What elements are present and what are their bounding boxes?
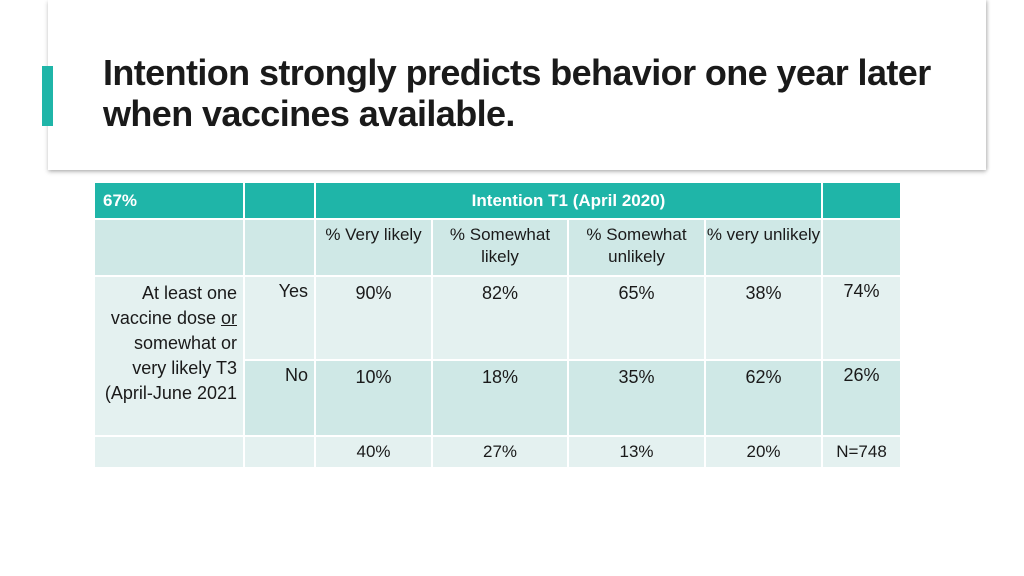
- corner-percent: 67%: [93, 181, 245, 220]
- footer-empty-cell: [93, 435, 245, 469]
- cell-yes-somewhat-likely: 82%: [431, 275, 569, 361]
- intention-header: Intention T1 (April 2020): [314, 181, 823, 220]
- intention-behavior-table: 67% Intention T1 (April 2020) % Very lik…: [93, 181, 902, 469]
- col-header-very-likely: % Very likely: [314, 218, 433, 277]
- slide-title: Intention strongly predicts behavior one…: [103, 52, 931, 134]
- row-total-no: 26%: [821, 359, 902, 437]
- table-header-row: 67% Intention T1 (April 2020): [93, 181, 902, 220]
- cell-yes-very-likely: 90%: [314, 275, 433, 361]
- header-empty-cell: [821, 181, 902, 220]
- outcome-row-label: At least one vaccine dose or somewhat or…: [93, 275, 245, 437]
- subheader-empty-cell: [243, 218, 316, 277]
- col-header-somewhat-unlikely: % Somewhat unlikely: [567, 218, 706, 277]
- column-header-row: % Very likely % Somewhat likely % Somewh…: [93, 218, 902, 277]
- total-very-unlikely: 20%: [704, 435, 823, 469]
- subheader-empty-cell: [93, 218, 245, 277]
- row-label-yes: Yes: [243, 275, 316, 361]
- cell-yes-very-unlikely: 38%: [704, 275, 823, 361]
- cell-no-very-unlikely: 62%: [704, 359, 823, 437]
- cell-yes-somewhat-unlikely: 65%: [567, 275, 706, 361]
- accent-bar: [42, 66, 53, 126]
- col-header-somewhat-likely: % Somewhat likely: [431, 218, 569, 277]
- cell-no-very-likely: 10%: [314, 359, 433, 437]
- row-label-no: No: [243, 359, 316, 437]
- table-row-yes: At least one vaccine dose or somewhat or…: [93, 275, 902, 437]
- total-somewhat-unlikely: 13%: [567, 435, 706, 469]
- total-very-likely: 40%: [314, 435, 433, 469]
- col-header-very-unlikely: % very unlikely: [704, 218, 823, 277]
- subheader-empty-cell: [821, 218, 902, 277]
- sample-size: N=748: [821, 435, 902, 469]
- footer-empty-cell: [243, 435, 316, 469]
- header-empty-cell: [243, 181, 316, 220]
- title-card: [48, 0, 986, 170]
- table-row-no: No 10% 18% 35% 62% 26%: [94, 359, 902, 437]
- total-somewhat-likely: 27%: [431, 435, 569, 469]
- row-total-yes: 74%: [821, 275, 902, 361]
- column-totals-row: 40% 27% 13% 20% N=748: [93, 435, 902, 469]
- cell-no-somewhat-unlikely: 35%: [567, 359, 706, 437]
- cell-no-somewhat-likely: 18%: [431, 359, 569, 437]
